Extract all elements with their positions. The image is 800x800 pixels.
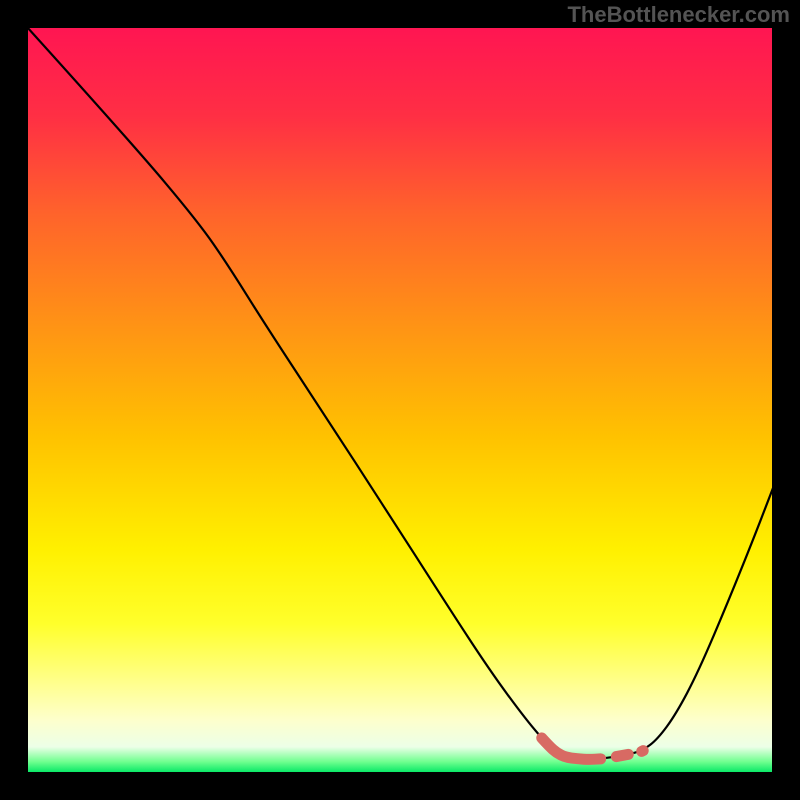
- bottleneck-chart: [0, 0, 800, 800]
- chart-stage: TheBottlenecker.com: [0, 0, 800, 800]
- valley-highlight-segment: [616, 754, 628, 756]
- watermark-label: TheBottlenecker.com: [567, 2, 790, 28]
- valley-highlight-segment: [642, 751, 643, 752]
- plot-gradient-background: [27, 27, 773, 773]
